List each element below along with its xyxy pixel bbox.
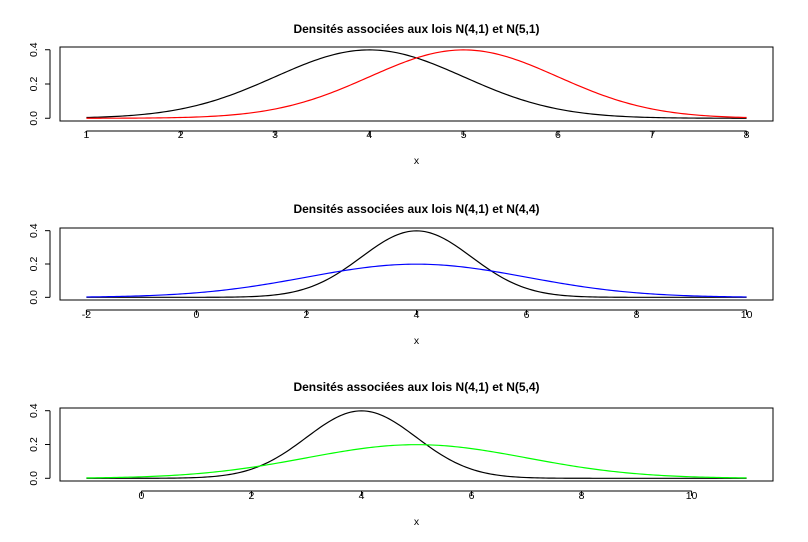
y-tick-label: 0.4 xyxy=(28,42,40,57)
x-tick-label: 8 xyxy=(634,309,640,321)
y-tick-label: 0.0 xyxy=(28,471,40,486)
x-tick-label: 0 xyxy=(139,490,145,502)
x-tick-label: 10 xyxy=(741,309,753,321)
x-tick-label: 2 xyxy=(178,129,184,141)
x-tick-label: 4 xyxy=(366,129,372,141)
series-line-2 xyxy=(86,49,747,119)
y-tick-label: 0.2 xyxy=(28,77,40,92)
x-tick-label: 6 xyxy=(469,490,475,502)
chart-panel-1: Densités associées aux lois N(4,1) et N(… xyxy=(28,22,774,167)
x-axis-label: x xyxy=(414,516,420,528)
x-tick-label: 10 xyxy=(686,490,698,502)
y-tick-label: 0.0 xyxy=(28,290,40,305)
chart-title: Densités associées aux lois N(4,1) et N(… xyxy=(293,380,539,394)
x-tick-label: 5 xyxy=(461,129,467,141)
plot-frame xyxy=(59,46,774,122)
chart-panel-2: Densités associées aux lois N(4,1) et N(… xyxy=(28,202,774,347)
x-tick-label: 2 xyxy=(304,309,310,321)
chart-title: Densités associées aux lois N(4,1) et N(… xyxy=(293,202,539,216)
plot-frame xyxy=(59,227,774,301)
x-tick-label: 2 xyxy=(249,490,255,502)
x-axis-label: x xyxy=(414,155,420,167)
x-tick-label: 7 xyxy=(649,129,655,141)
x-tick-label: 4 xyxy=(414,309,420,321)
chart-panel-3: Densités associées aux lois N(4,1) et N(… xyxy=(28,380,774,528)
plot-frame xyxy=(59,407,774,482)
y-tick-label: 0.4 xyxy=(28,403,40,418)
series-line-2 xyxy=(86,263,747,298)
series-line-2 xyxy=(86,444,747,479)
x-tick-label: 4 xyxy=(359,490,365,502)
series-line-1 xyxy=(86,410,747,479)
x-tick-label: 8 xyxy=(579,490,585,502)
x-tick-label: 6 xyxy=(555,129,561,141)
x-tick-label: 6 xyxy=(524,309,530,321)
chart-title: Densités associées aux lois N(4,1) et N(… xyxy=(293,22,539,36)
y-tick-label: 0.0 xyxy=(28,111,40,126)
x-tick-label: 1 xyxy=(83,129,89,141)
y-tick-label: 0.2 xyxy=(28,257,40,272)
y-tick-label: 0.4 xyxy=(28,223,40,238)
x-tick-label: 3 xyxy=(272,129,278,141)
x-tick-label: 0 xyxy=(194,309,200,321)
series-line-1 xyxy=(86,230,747,298)
x-axis-label: x xyxy=(414,335,420,347)
x-tick-label: -2 xyxy=(82,309,91,321)
x-tick-label: 8 xyxy=(744,129,750,141)
y-tick-label: 0.2 xyxy=(28,437,40,452)
